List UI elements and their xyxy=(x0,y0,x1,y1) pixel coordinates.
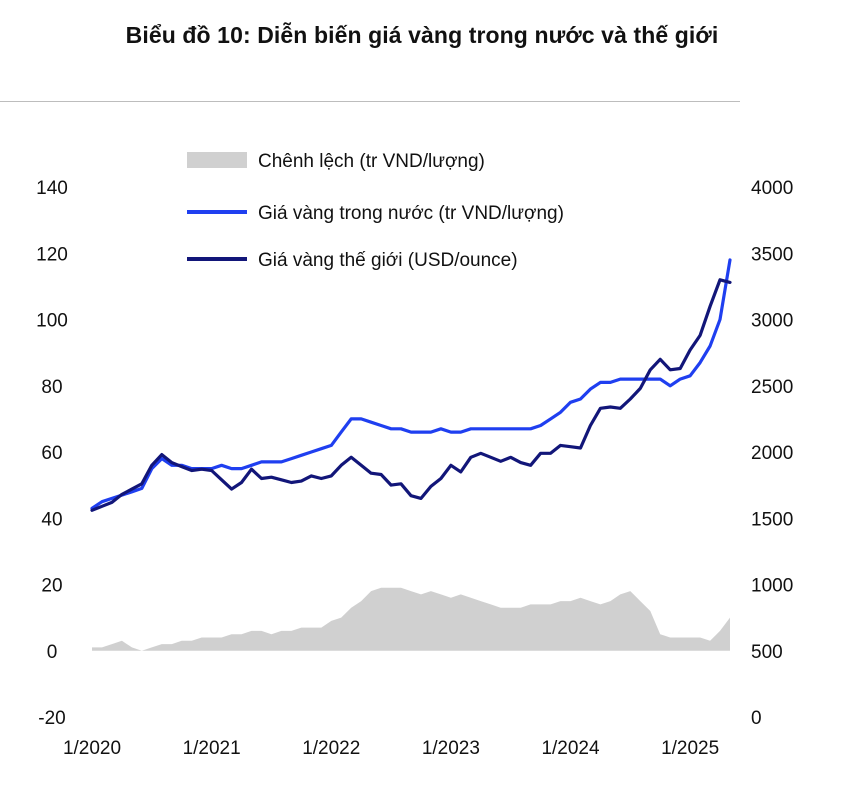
left-axis-tick-label: -20 xyxy=(38,708,65,729)
legend: Chênh lệch (tr VND/lượng) Giá vàng trong … xyxy=(187,151,564,271)
x-axis-tick-label: 1/2021 xyxy=(183,738,241,759)
left-axis: 140 120 100 80 60 40 20 0 -20 xyxy=(36,178,68,729)
x-axis-tick-label: 1/2023 xyxy=(422,738,480,759)
left-axis-tick-label: 100 xyxy=(36,311,68,332)
right-axis-tick-label: 4000 xyxy=(751,178,793,199)
right-axis-tick-label: 2000 xyxy=(751,443,793,464)
left-axis-tick-label: 80 xyxy=(41,377,62,398)
world-price-line xyxy=(90,278,732,512)
chart-title: Biểu đồ 10: Diễn biến giá vàng trong nướ… xyxy=(125,22,719,48)
left-axis-tick-label: 40 xyxy=(41,509,62,530)
x-axis-tick-label: 1/2025 xyxy=(661,738,719,759)
right-axis-tick-label: 2500 xyxy=(751,377,793,398)
x-axis: 1/2020 1/2021 1/2022 1/2023 1/2024 1/2025 xyxy=(63,738,719,759)
line-layer xyxy=(90,258,732,512)
title-divider xyxy=(0,101,740,102)
right-axis-tick-label: 500 xyxy=(751,642,783,663)
legend-swatch-spread xyxy=(187,152,247,168)
left-axis-tick-label: 120 xyxy=(36,244,68,265)
left-axis-tick-label: 140 xyxy=(36,178,68,199)
legend-label: Giá vàng trong nước (tr VND/lượng) xyxy=(258,203,564,224)
left-axis-tick-label: 60 xyxy=(41,443,62,464)
legend-label: Chênh lệch (tr VND/lượng) xyxy=(258,151,485,172)
legend-label: Giá vàng thế giới (USD/ounce) xyxy=(258,250,518,271)
x-axis-tick-label: 1/2020 xyxy=(63,738,121,759)
right-axis-tick-label: 3000 xyxy=(751,311,793,332)
left-axis-tick-label: 0 xyxy=(47,642,58,663)
right-axis-tick-label: 3500 xyxy=(751,244,793,265)
area-layer xyxy=(92,587,730,651)
right-axis-tick-label: 1500 xyxy=(751,509,793,530)
right-axis-tick-label: 0 xyxy=(751,708,762,729)
right-axis: 4000 3500 3000 2500 2000 1500 1000 500 0 xyxy=(751,178,793,729)
x-axis-tick-label: 1/2022 xyxy=(302,738,360,759)
right-axis-tick-label: 1000 xyxy=(751,576,793,597)
spread-area xyxy=(92,587,730,651)
x-axis-tick-label: 1/2024 xyxy=(541,738,600,759)
left-axis-tick-label: 20 xyxy=(41,576,62,597)
domestic-price-line xyxy=(90,258,732,510)
